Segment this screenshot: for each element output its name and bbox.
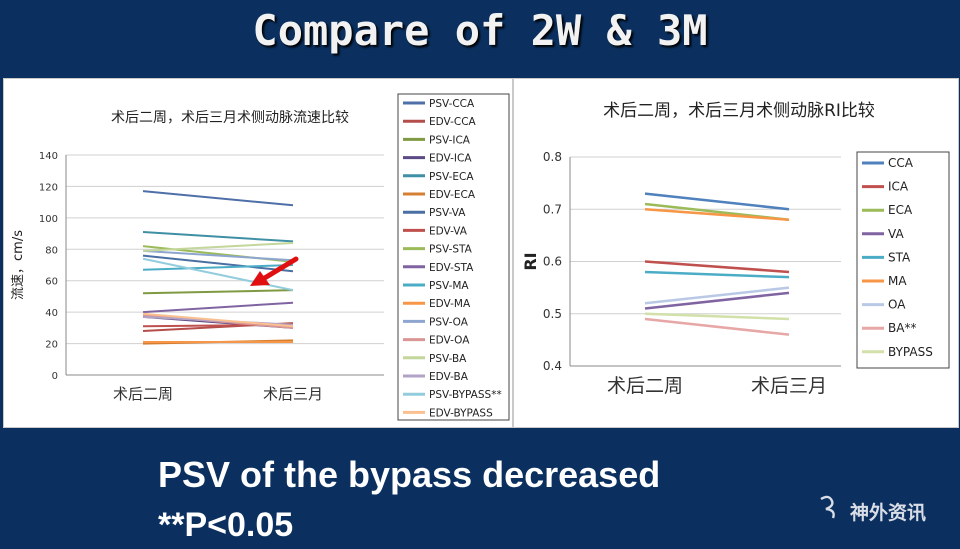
legend-label: PSV-MA <box>429 280 469 292</box>
legend-label: VA <box>888 227 904 241</box>
y-tick-label: 40 <box>45 308 58 319</box>
y-tick-label: 0.7 <box>543 202 562 216</box>
legend-label: EDV-CCA <box>429 116 477 128</box>
annotation-arrow-shaft <box>260 256 299 282</box>
series-line <box>142 242 294 252</box>
series-line <box>644 208 790 221</box>
y-tick-label: 0.8 <box>543 150 562 164</box>
x-tick-label: 术后三月 <box>751 375 827 397</box>
y-tick-label: 60 <box>45 277 58 288</box>
series-line <box>142 312 294 328</box>
y-tick-label: 0.4 <box>543 359 562 373</box>
legend-box <box>397 93 510 421</box>
legend-label: EDV-BA <box>429 371 469 383</box>
legend-label: PSV-BA <box>429 353 467 365</box>
y-tick-label: 20 <box>45 340 58 351</box>
y-tick-label: 120 <box>39 182 58 193</box>
y-tick-label: 0.5 <box>543 307 562 321</box>
y-tick-label: 140 <box>39 151 58 162</box>
legend-label: PSV-VA <box>429 207 466 219</box>
legend-label: EDV-VA <box>429 225 468 237</box>
series-line <box>142 289 294 295</box>
significance-text: **P<0.05 <box>158 506 294 544</box>
legend-label: PSV-ICA <box>429 134 471 146</box>
series-line <box>142 301 294 314</box>
conclusion-text: PSV of the bypass decreased <box>158 454 661 495</box>
legend-label: EDV-STA <box>429 262 474 274</box>
legend-label: EDV-ICA <box>429 153 472 165</box>
ri-chart-panel: 术后二周，术后三月术侧动脉RI比较 0.4 0.5 0.6 0.7 0.8 RI 术后二周 术后… <box>513 78 959 428</box>
legend-label: ECA <box>888 203 913 217</box>
legend-label: EDV-ECA <box>429 189 476 201</box>
legend-label: BA** <box>888 321 916 335</box>
series-line <box>142 190 294 207</box>
y-tick-label: 0.6 <box>543 255 562 269</box>
flow-velocity-chart: 术后二周，术后三月术侧动脉流速比较 0 20 40 60 80 100 120 140 流速，cm… <box>11 93 510 421</box>
x-tick-label: 术后三月 <box>263 385 323 403</box>
legend-label: STA <box>888 250 911 264</box>
y-tick-label: 0 <box>52 371 58 382</box>
series-line <box>142 264 294 271</box>
series-line <box>644 286 790 305</box>
y-tick-label: 100 <box>39 214 58 225</box>
legend-label: PSV-CCA <box>429 98 475 110</box>
legend-label: PSV-STA <box>429 244 473 256</box>
series-line <box>142 231 294 243</box>
series-line <box>644 192 790 211</box>
legend-label: EDV-OA <box>429 335 470 347</box>
legend-label: PSV-ECA <box>429 171 474 183</box>
series-line <box>142 249 294 262</box>
legend-label: OA <box>888 298 906 312</box>
series-line <box>644 270 790 279</box>
brand-name: 神外资讯 <box>850 502 927 524</box>
series-line <box>644 317 790 336</box>
chart-title: 术后二周，术后三月术侧动脉流速比较 <box>111 110 349 126</box>
series-line <box>644 260 790 274</box>
legend-label: BYPASS <box>888 345 933 359</box>
legend-label: MA <box>888 274 907 288</box>
ri-chart: 术后二周，术后三月术侧动脉RI比较 0.4 0.5 0.6 0.7 0.8 RI 术后二周 术后… <box>521 101 950 397</box>
x-tick-label: 术后二周 <box>113 385 173 403</box>
x-tick-label: 术后二周 <box>607 375 683 397</box>
legend-label: PSV-BYPASS** <box>429 389 502 401</box>
flow-velocity-chart-panel: 术后二周，术后三月术侧动脉流速比较 0 20 40 60 80 100 120 140 流速，cm… <box>3 78 513 428</box>
y-axis-label: 流速，cm/s <box>11 230 26 300</box>
y-axis-label: RI <box>521 252 540 270</box>
brand-logo-icon <box>820 495 835 519</box>
legend-label: EDV-MA <box>429 298 471 310</box>
y-tick-label: 80 <box>45 245 58 256</box>
series-line <box>644 291 790 310</box>
series-line <box>142 254 294 273</box>
legend-label: PSV-OA <box>429 316 469 328</box>
chart-title: 术后二周，术后三月术侧动脉RI比较 <box>603 101 875 121</box>
annotation-arrow-head <box>250 271 270 286</box>
legend-label: CCA <box>888 156 914 170</box>
legend-label: ICA <box>888 180 909 194</box>
legend-label: EDV-BYPASS <box>429 407 493 419</box>
slide-title: Compare of 2W & 3M <box>252 6 708 55</box>
series-line <box>644 312 790 321</box>
